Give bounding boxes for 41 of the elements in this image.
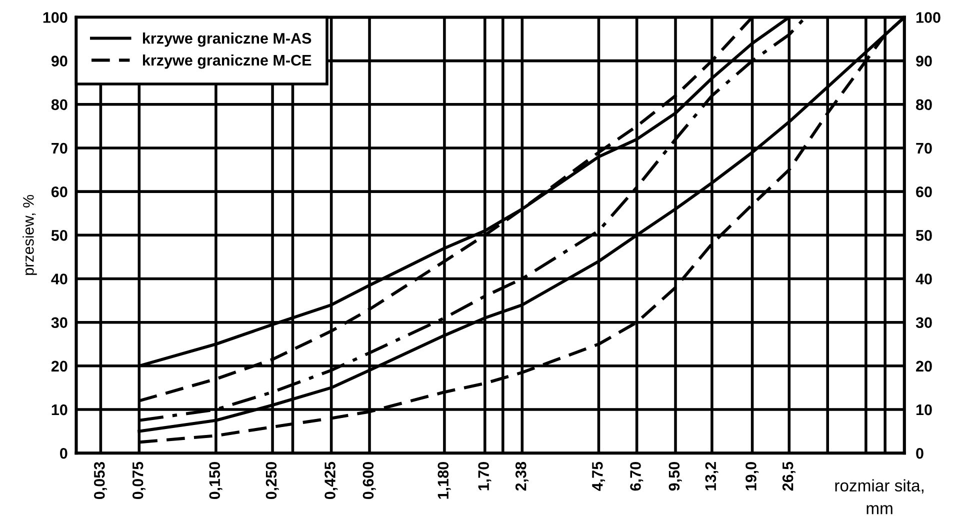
x-tick-label: 0,600 xyxy=(362,462,376,500)
y2-tick-label: 30 xyxy=(916,317,932,328)
x-tick-label: 0,250 xyxy=(266,462,279,500)
x-tick-label: 0,425 xyxy=(324,462,338,500)
legend-label: krzywe graniczne M-AS xyxy=(143,32,312,47)
x-tick-label: 19,0 xyxy=(746,462,759,490)
y-tick-label: 40 xyxy=(51,274,68,284)
x-tick-label: 1,70 xyxy=(478,462,492,490)
x-tick-label: 26,5 xyxy=(782,462,796,491)
y-axis-title: przesiew, % xyxy=(22,194,37,275)
y2-tick-label: 50 xyxy=(916,230,932,241)
y-tick-label: 30 xyxy=(51,317,68,328)
y2-tick-label: 80 xyxy=(916,99,932,110)
y2-tick-label: 20 xyxy=(916,360,932,372)
x-tick-label: 0,053 xyxy=(94,462,108,500)
y2-tick-label: 70 xyxy=(916,142,932,154)
x-tick-label: 0,075 xyxy=(132,462,146,500)
y2-tick-label: 90 xyxy=(916,56,932,66)
x-tick-label: 4,75 xyxy=(592,462,606,491)
legend-label: krzywe graniczne M-CE xyxy=(143,54,312,69)
y-tick-label: 0 xyxy=(60,448,68,459)
y-tick-label: 90 xyxy=(51,56,68,66)
x-tick-label: 2,38 xyxy=(515,462,528,491)
y2-tick-label: 40 xyxy=(916,274,932,284)
y-tick-label: 70 xyxy=(52,142,68,154)
y-tick-label: 80 xyxy=(51,99,68,110)
y-tick-label: 100 xyxy=(43,12,68,23)
x-tick-label: 0,150 xyxy=(209,462,222,500)
y-tick-label: 50 xyxy=(51,230,68,241)
y2-tick-label: 10 xyxy=(916,404,932,416)
y2-tick-label: 100 xyxy=(916,12,940,23)
y2-tick-label: 0 xyxy=(916,448,924,459)
x-tick-label: 9,50 xyxy=(668,462,682,491)
x-tick-label: 6,70 xyxy=(630,462,644,491)
y-tick-label: 20 xyxy=(51,360,68,372)
y-tick-label: 10 xyxy=(52,404,68,416)
y-tick-label: 60 xyxy=(51,186,68,198)
x-axis-title: rozmiar sita, mm xyxy=(835,479,924,514)
x-tick-label: 1,180 xyxy=(438,462,451,499)
y2-tick-label: 60 xyxy=(916,186,932,198)
x-tick-label: 13,2 xyxy=(705,462,718,490)
